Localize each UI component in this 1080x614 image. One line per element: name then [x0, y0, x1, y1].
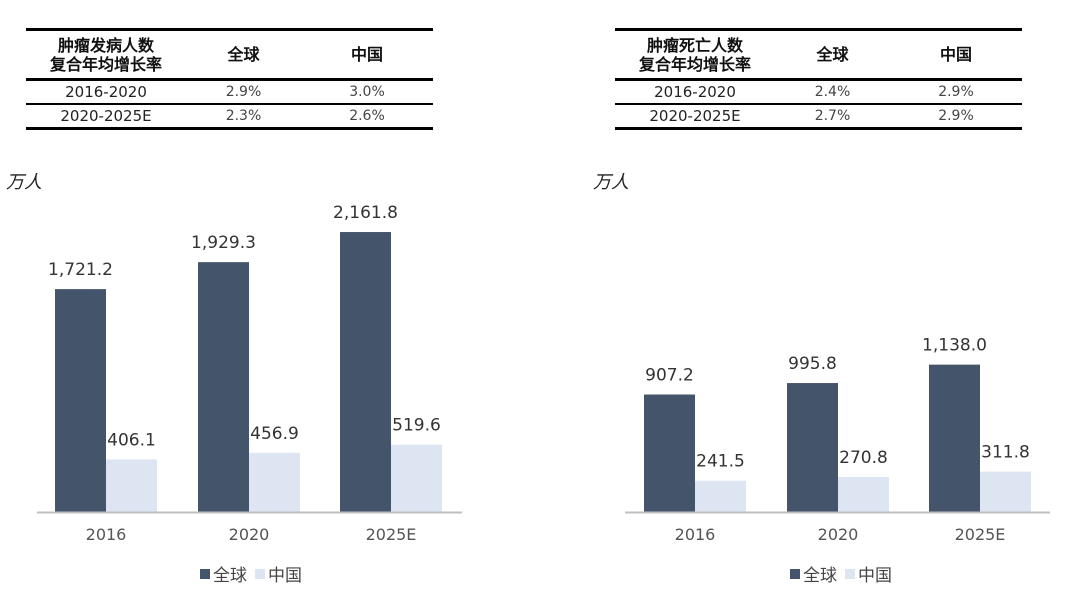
- unit-label: 万人: [593, 172, 629, 193]
- chart-legend: 全球 中国: [790, 561, 900, 586]
- legend-label: 中国: [858, 566, 892, 586]
- bar-china-2016: [695, 480, 746, 512]
- bar-global-2025E: [929, 364, 980, 512]
- bar-global-2020: [787, 383, 838, 512]
- legend-swatch-china: [255, 568, 265, 579]
- x-tick-label: 2020: [229, 525, 270, 544]
- table-row: 2020-2025E 2.3% 2.6%: [26, 104, 433, 130]
- x-tick-label: 2020: [818, 525, 859, 544]
- legend-label: 中国: [268, 566, 302, 586]
- legend-item-china: 中国: [255, 561, 302, 586]
- period-cell: 2020-2025E: [26, 104, 186, 130]
- legend-item-global: 全球: [200, 561, 247, 586]
- x-tick-label: 2025E: [366, 525, 417, 544]
- bar-value-label: 241.5: [696, 452, 745, 472]
- mortality-bar-chart: 907.2 241.5 2016 995.8 270.8 2020 1,138.0 311.8…: [625, 336, 1050, 544]
- incidence-panel: 肿瘤发病人数 复合年均增长率 全球 中国 2016-2020 2.9% 3.0%…: [6, 28, 462, 586]
- bar-global-2020: [198, 262, 249, 512]
- legend-swatch-global: [200, 568, 210, 579]
- legend-label: 全球: [803, 566, 837, 586]
- bar-china-2016: [106, 459, 157, 512]
- header-line: 复合年均增长率: [49, 54, 162, 74]
- bar-value-label: 311.8: [981, 443, 1030, 463]
- table-header-metric: 肿瘤发病人数 复合年均增长率: [26, 30, 186, 80]
- table-header-row: 肿瘤发病人数 复合年均增长率 全球 中国: [26, 29, 433, 80]
- legend-item-china: 中国: [845, 561, 892, 586]
- china-cagr-cell: 3.0%: [301, 79, 433, 105]
- bar-value-label: 995.8: [788, 354, 837, 374]
- bar-value-label: 270.8: [839, 448, 888, 468]
- china-cagr-cell: 2.9%: [890, 104, 1022, 130]
- table-header-china: 中国: [350, 45, 383, 64]
- bar-china-2025E: [391, 444, 442, 512]
- table-row: 2016-2020 2.4% 2.9%: [615, 79, 1022, 105]
- mortality-panel: 肿瘤死亡人数 复合年均增长率 全球 中国 2016-2020 2.4% 2.9%…: [540, 0, 1080, 614]
- period-cell: 2020-2025E: [615, 104, 775, 130]
- global-cagr-cell: 2.4%: [775, 79, 890, 105]
- table-row: 2016-2020 2.9% 3.0%: [26, 79, 433, 105]
- table-header-row: 肿瘤死亡人数 复合年均增长率 全球 中国: [615, 29, 1022, 80]
- bar-value-label: 1,721.2: [48, 260, 113, 280]
- bar-global-2016: [644, 394, 695, 512]
- china-cagr-cell: 2.6%: [301, 104, 433, 130]
- table-header-china: 中国: [939, 45, 972, 64]
- bar-value-label: 456.9: [250, 424, 299, 444]
- legend-swatch-china: [845, 568, 855, 579]
- header-line: 肿瘤发病人数: [57, 35, 154, 55]
- table-header-global: 全球: [227, 45, 260, 64]
- bar-china-2025E: [980, 471, 1031, 512]
- legend-item-global: 全球: [790, 561, 837, 586]
- period-cell: 2016-2020: [615, 79, 775, 105]
- bar-china-2020: [838, 476, 889, 512]
- header-line: 复合年均增长率: [638, 54, 751, 74]
- china-cagr-cell: 2.9%: [890, 79, 1022, 105]
- bar-global-2016: [55, 289, 106, 512]
- x-tick-label: 2016: [86, 525, 127, 544]
- bar-global-2025E: [340, 232, 391, 512]
- table-header-global: 全球: [816, 45, 849, 64]
- table-row: 2020-2025E 2.7% 2.9%: [615, 104, 1022, 130]
- incidence-bar-chart: 1,721.2 406.1 2016 1,929.3 456.9 2020 2,161.8 5…: [37, 203, 462, 544]
- x-tick-label: 2016: [675, 525, 716, 544]
- mortality-cagr-table: 肿瘤死亡人数 复合年均增长率 全球 中国 2016-2020 2.4% 2.9%…: [615, 28, 1022, 130]
- global-cagr-cell: 2.3%: [186, 104, 301, 130]
- legend-label: 全球: [213, 566, 247, 586]
- bar-value-label: 519.6: [392, 416, 441, 436]
- chart-legend: 全球 中国: [200, 561, 310, 586]
- bar-china-2020: [249, 452, 300, 512]
- bar-value-label: 907.2: [645, 366, 694, 386]
- header-line: 肿瘤死亡人数: [646, 35, 743, 55]
- bar-value-label: 1,138.0: [922, 336, 987, 356]
- bar-value-label: 2,161.8: [333, 203, 398, 223]
- table-header-metric: 肿瘤死亡人数 复合年均增长率: [615, 30, 775, 80]
- incidence-cagr-table: 肿瘤发病人数 复合年均增长率 全球 中国 2016-2020 2.9% 3.0%…: [26, 28, 433, 130]
- bar-value-label: 406.1: [107, 430, 156, 450]
- global-cagr-cell: 2.7%: [775, 104, 890, 130]
- legend-swatch-global: [790, 568, 800, 579]
- x-tick-label: 2025E: [955, 525, 1006, 544]
- period-cell: 2016-2020: [26, 79, 186, 105]
- bar-value-label: 1,929.3: [191, 233, 256, 253]
- unit-label: 万人: [6, 172, 42, 193]
- global-cagr-cell: 2.9%: [186, 79, 301, 105]
